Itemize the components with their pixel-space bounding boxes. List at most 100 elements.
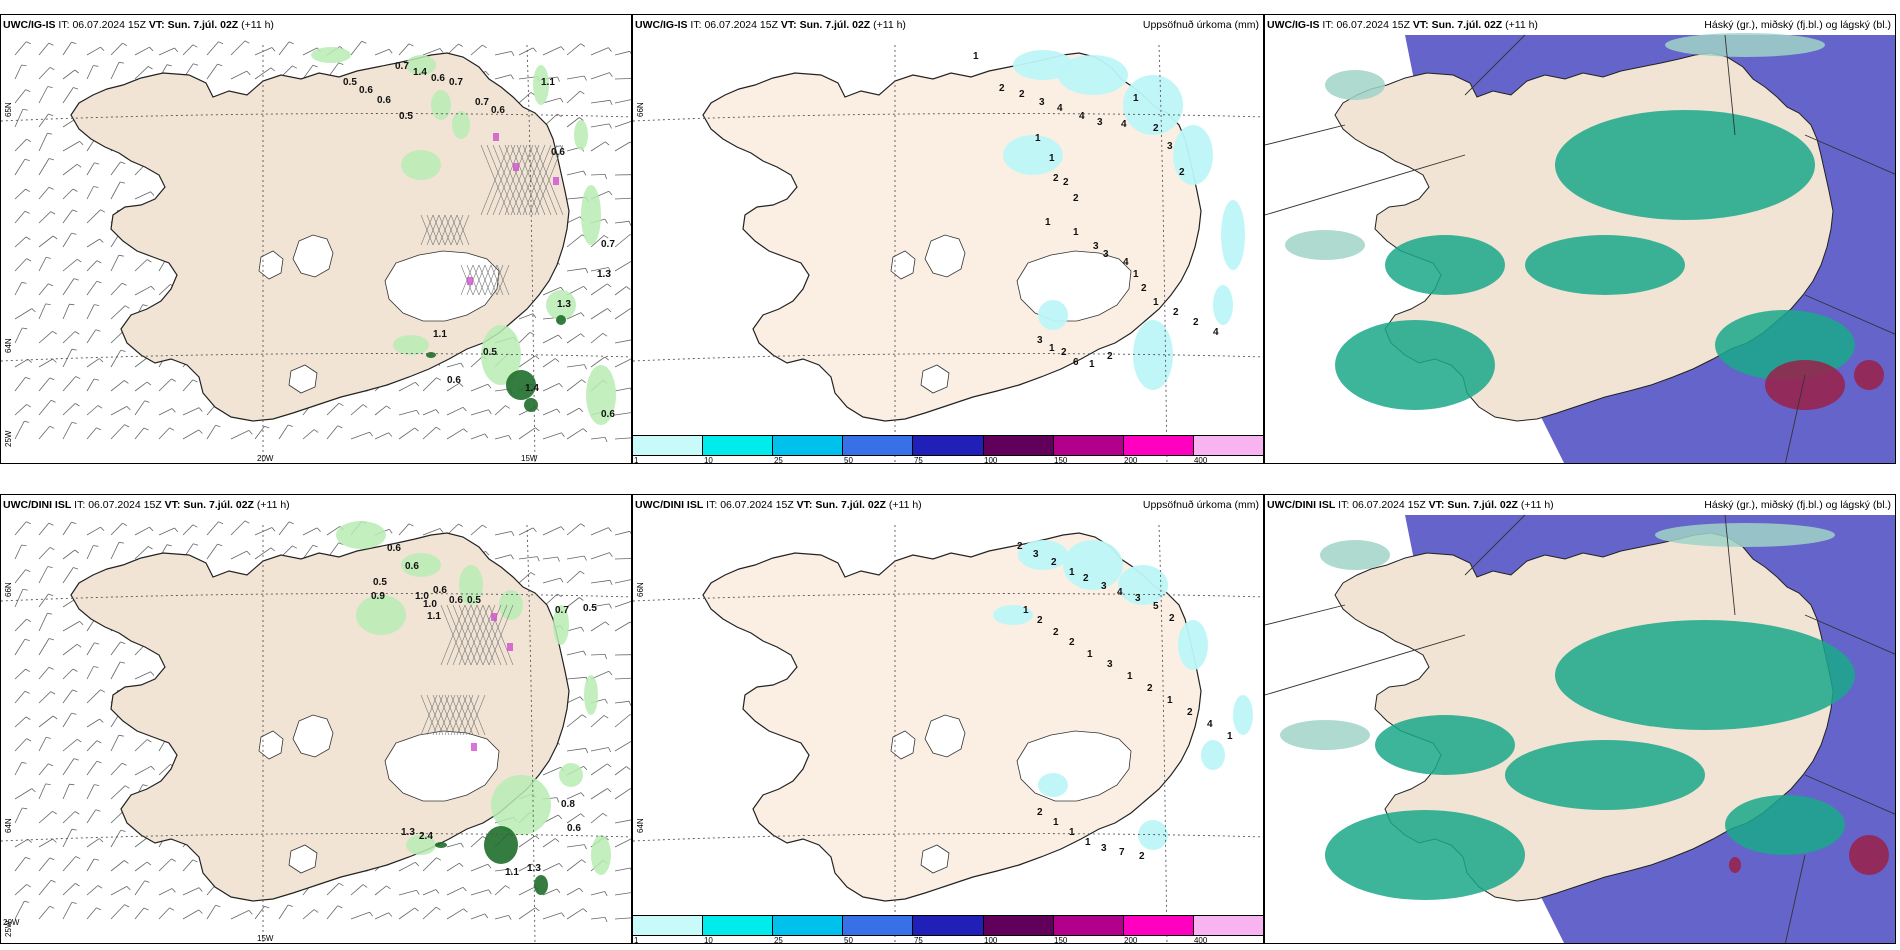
- value-label: 2: [1153, 123, 1159, 134]
- colorbar-cell: [1053, 436, 1124, 455]
- hatch-line: [420, 694, 438, 736]
- wind-barb-flag: [73, 567, 79, 570]
- wind-barb: [110, 424, 125, 440]
- wind-barb-flag: [118, 61, 124, 64]
- wind-barb: [590, 47, 609, 56]
- wind-barb: [62, 41, 72, 56]
- wind-barb: [590, 891, 605, 896]
- wind-barb: [614, 558, 631, 560]
- wind-barb-flag: [94, 784, 100, 786]
- value-label: 0.5: [343, 77, 357, 88]
- high-cloud-area: [1335, 320, 1495, 410]
- wind-barb: [86, 666, 94, 680]
- wind-barb: [614, 261, 631, 272]
- wind-barb-flag: [583, 286, 588, 291]
- wind-barb: [326, 882, 340, 896]
- wind-barb-flag: [557, 556, 560, 562]
- precip-colorbar: 1 10 25 50 75 100 150 200 400: [633, 915, 1263, 943]
- wind-barb: [14, 358, 29, 368]
- wind-barb: [62, 209, 73, 224]
- graticule-line: [1158, 44, 1168, 463]
- wind-barb-flag: [607, 308, 612, 313]
- precip-cyan-patch: [1038, 300, 1068, 330]
- precip-magenta: [513, 163, 519, 171]
- wind-barb: [86, 427, 97, 440]
- high-cloud-area: [1555, 620, 1855, 730]
- wind-barb-flag: [535, 427, 540, 432]
- wind-barb: [614, 867, 631, 872]
- wind-barb: [470, 356, 483, 368]
- glacier-outline: [258, 730, 284, 760]
- wind-barb: [86, 858, 95, 872]
- wind-barb-flag: [581, 859, 586, 864]
- wind-barb: [470, 524, 483, 536]
- precip-patch-dark: [524, 398, 538, 412]
- wind-barb: [470, 383, 489, 392]
- wind-barb-flag: [49, 857, 55, 861]
- wind-barb: [446, 842, 462, 848]
- wind-barb: [590, 763, 608, 776]
- wind-barb-flag: [22, 807, 28, 810]
- wind-barb-flag: [338, 882, 344, 887]
- wind-barb: [38, 42, 50, 56]
- wind-barb-flag: [21, 761, 27, 764]
- wind-barb-flag: [386, 885, 391, 890]
- colorbar-cell: [633, 916, 704, 935]
- wind-barb: [86, 760, 98, 776]
- wind-barb-flag: [316, 527, 321, 532]
- wind-barb: [566, 428, 584, 440]
- wind-barb: [14, 236, 27, 248]
- wind-barb-flag: [118, 541, 124, 544]
- value-label: 0.7: [449, 77, 463, 88]
- wind-barb: [158, 378, 172, 392]
- wind-barb-flag: [626, 286, 631, 290]
- wind-barb: [158, 888, 173, 896]
- wind-barb: [62, 163, 78, 176]
- lat-label: 66N: [636, 582, 645, 597]
- wind-barb: [566, 312, 582, 320]
- wind-barb-flag: [629, 51, 631, 55]
- wind-barb: [14, 521, 27, 536]
- wind-barb: [182, 887, 200, 896]
- wind-barb-flag: [21, 544, 27, 547]
- wind-barb: [86, 209, 101, 224]
- wind-barb: [86, 186, 94, 200]
- panel-title: UWC/DINI ISL IT: 06.07.2024 15Z VT: Sun.…: [3, 499, 290, 511]
- wind-barb: [542, 286, 561, 296]
- precip-patch: [401, 150, 441, 180]
- wind-map-panel-top: UWC/IG-IS IT: 06.07.2024 15Z VT: Sun. 7.…: [0, 14, 632, 464]
- hatch-line: [484, 264, 498, 296]
- wind-barb: [38, 810, 53, 824]
- wind-barb: [494, 885, 506, 896]
- precip-patch-dark: [556, 315, 566, 325]
- precip-patch: [481, 325, 521, 385]
- wind-barb-flag: [45, 303, 51, 305]
- wind-barb: [398, 427, 415, 440]
- wind-barb: [134, 400, 146, 416]
- colorbar-tick-label: 75: [913, 456, 923, 464]
- wind-barb-flag: [244, 520, 250, 524]
- glacier-outline: [292, 234, 334, 278]
- wind-barb: [566, 859, 582, 872]
- wind-barb-flag: [94, 642, 100, 645]
- value-label: 1.4: [525, 383, 539, 394]
- wind-barb: [158, 764, 171, 776]
- wind-barb-flag: [532, 47, 537, 52]
- wind-map-panel-bottom: UWC/DINI ISL IT: 06.07.2024 15Z VT: Sun.…: [0, 494, 632, 944]
- wind-barb: [14, 618, 27, 632]
- value-label: 0.7: [395, 61, 409, 72]
- wind-barb-flag: [95, 809, 101, 812]
- wind-barb: [134, 66, 149, 80]
- value-label: 0.7: [601, 239, 615, 250]
- high-cloud-area: [1725, 795, 1845, 855]
- wind-barb: [518, 355, 536, 368]
- wind-barb: [134, 765, 152, 776]
- wind-barb: [614, 621, 631, 632]
- wind-barb-flag: [98, 358, 104, 363]
- wind-barb-flag: [312, 544, 318, 548]
- value-label: 0.5: [583, 603, 597, 614]
- colorbar-tick-label: 150: [1054, 936, 1068, 944]
- wind-barb-flag: [143, 907, 149, 911]
- wind-barb-flag: [557, 113, 562, 118]
- wind-barb-flag: [510, 554, 514, 560]
